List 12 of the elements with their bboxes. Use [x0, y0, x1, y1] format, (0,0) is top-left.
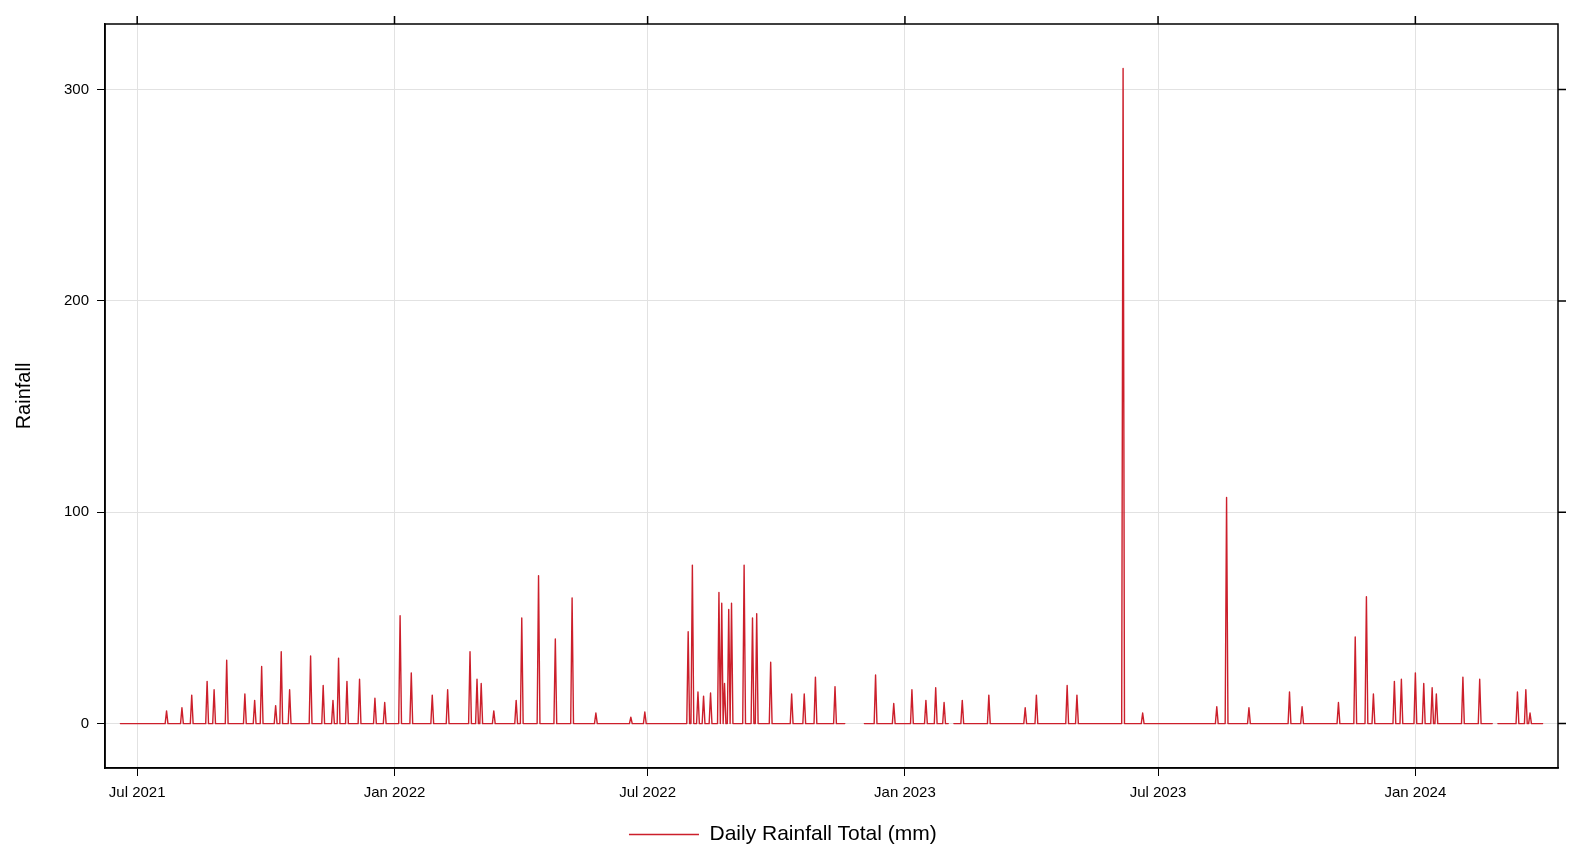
y-tick-label: 100 [64, 502, 90, 520]
legend-label: Daily Rainfall Total (mm) [709, 821, 937, 845]
x-tick-label: Jan 2022 [363, 783, 426, 801]
y-tick-label: 0 [80, 713, 90, 731]
y-tick-label: 300 [64, 79, 90, 97]
y-axis-title: Rainfall [11, 362, 34, 430]
x-tick-label: Jul 2022 [619, 783, 676, 801]
x-tick-label: Jul 2023 [1129, 783, 1187, 801]
x-tick-label: Jul 2021 [108, 783, 166, 801]
y-tick-label: 200 [64, 291, 90, 309]
x-tick-label: Jan 2023 [874, 783, 936, 801]
x-tick-label: Jan 2024 [1384, 783, 1447, 801]
